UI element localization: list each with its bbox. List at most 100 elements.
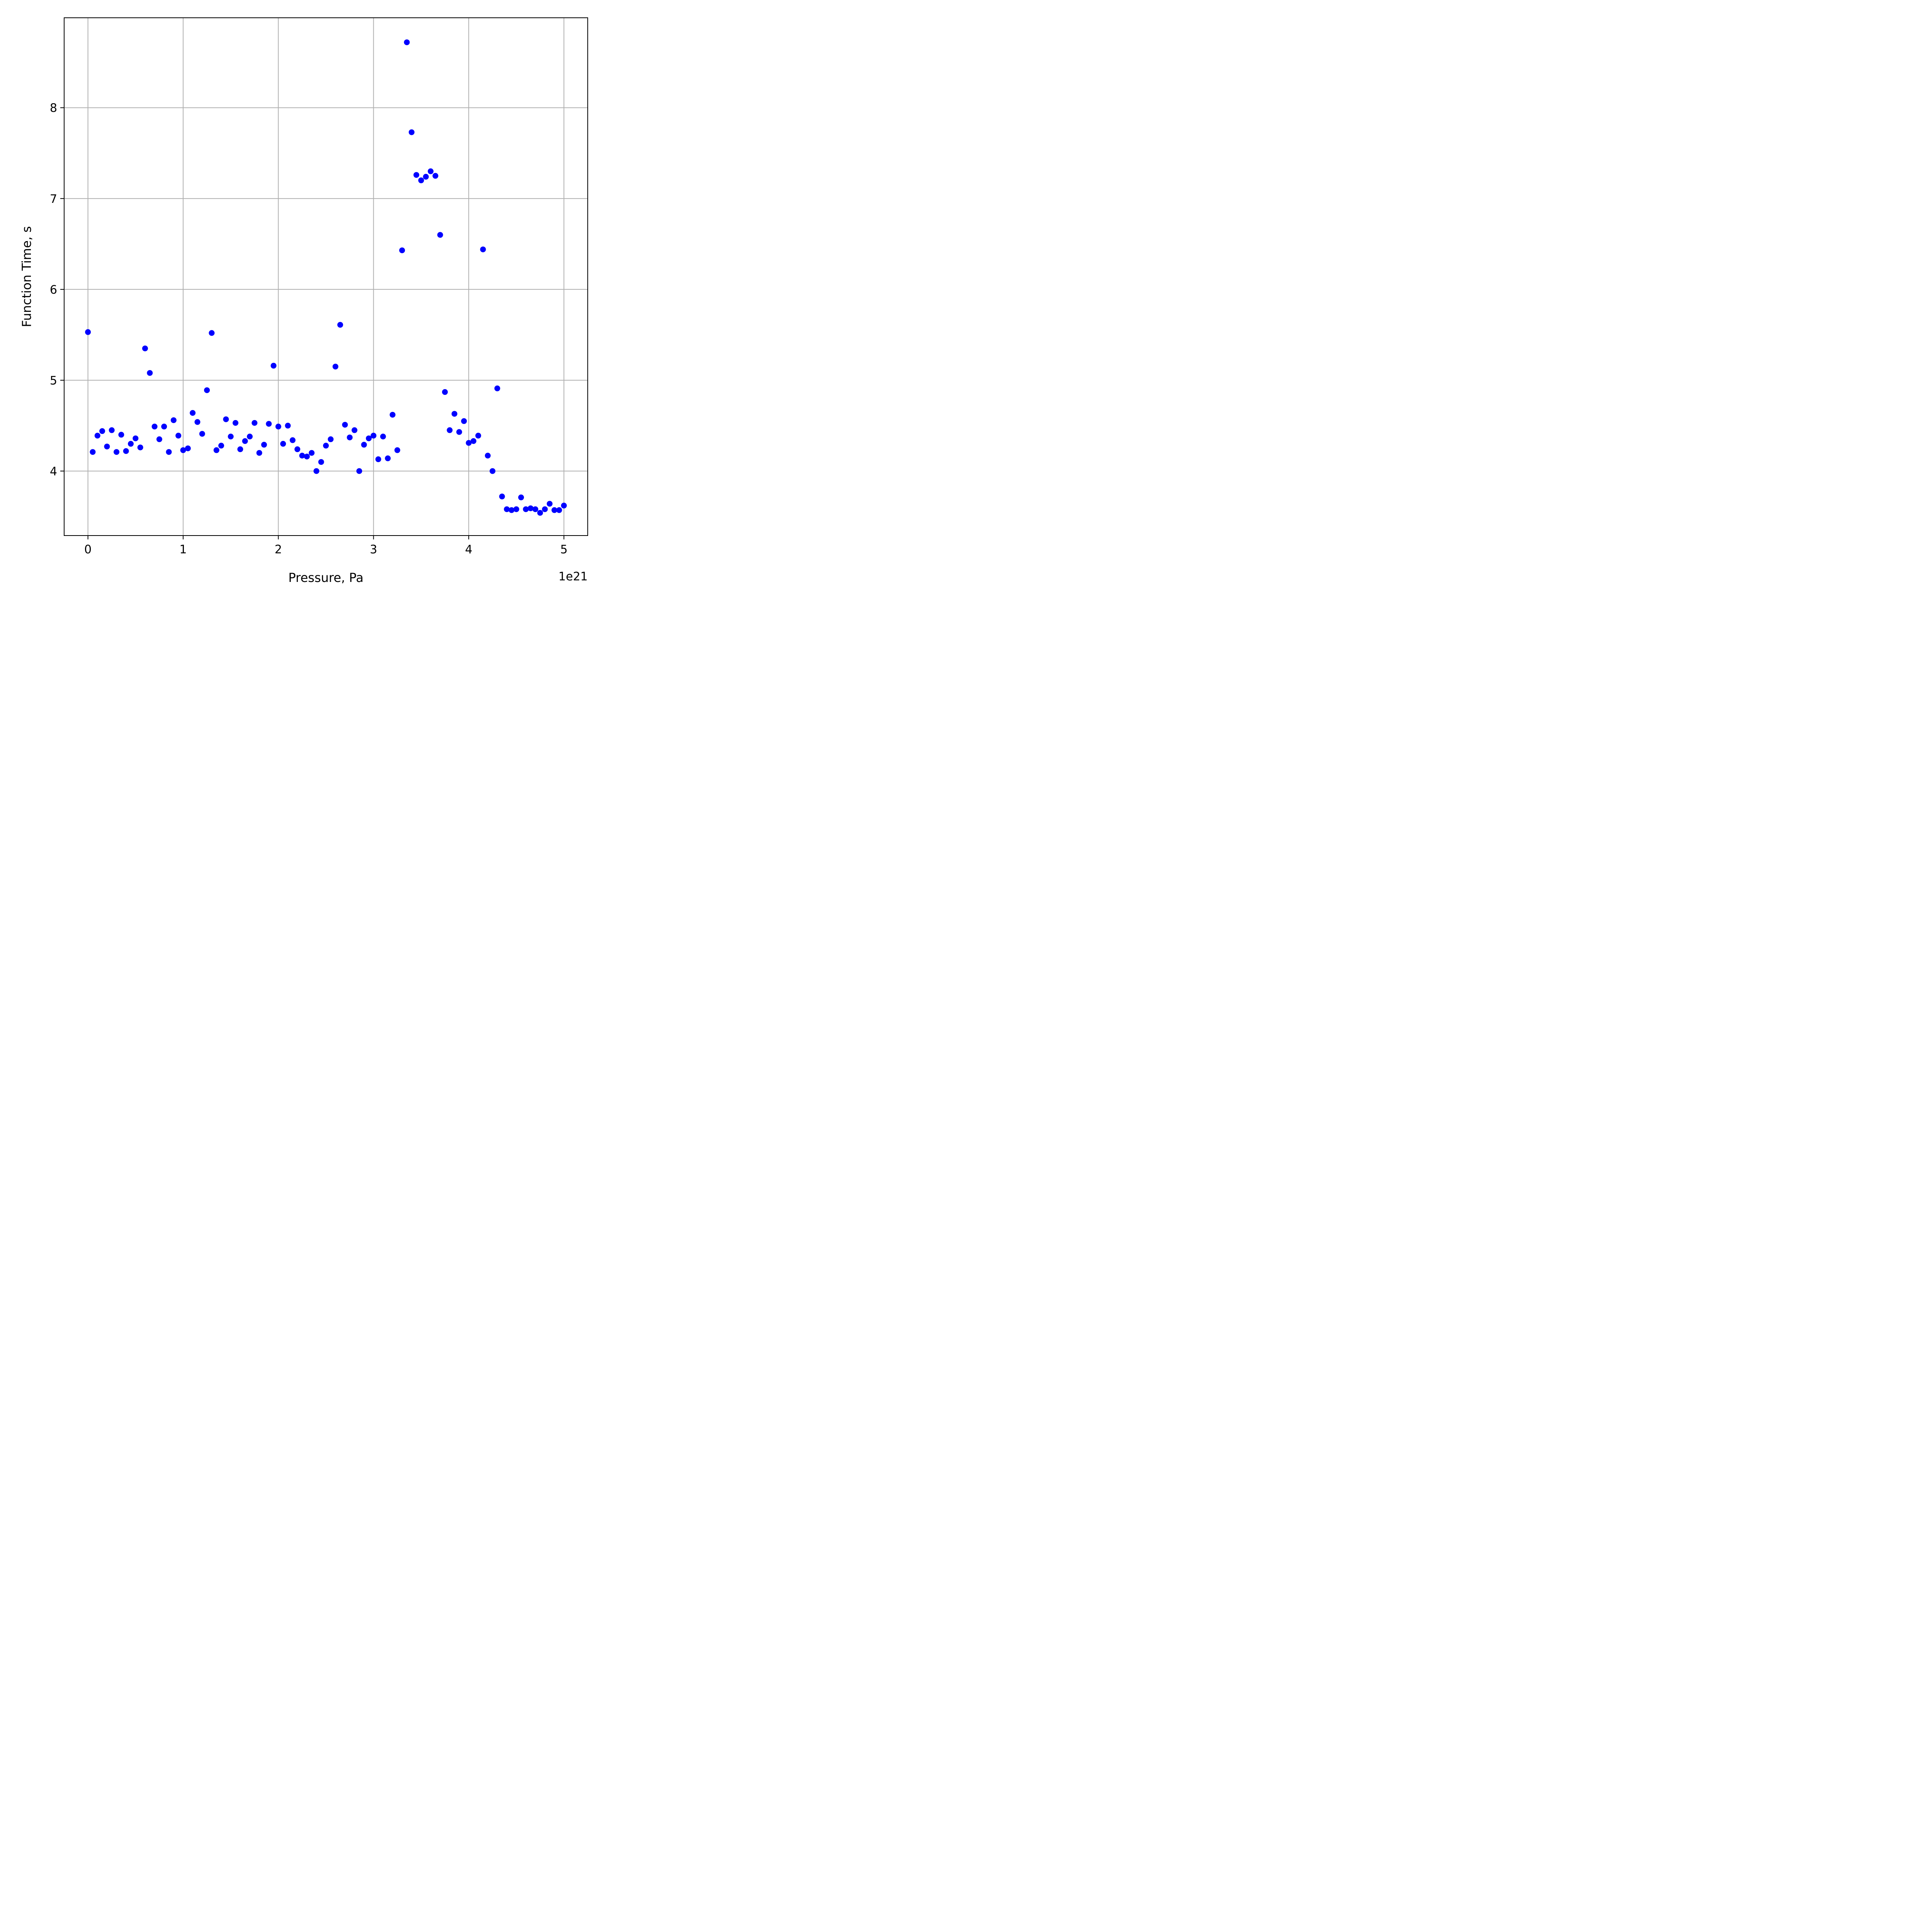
data-point xyxy=(175,432,182,439)
data-point xyxy=(490,468,496,474)
data-point xyxy=(466,440,472,446)
data-point xyxy=(109,427,115,433)
data-point xyxy=(123,448,129,454)
data-point xyxy=(399,247,405,253)
data-point xyxy=(161,423,167,430)
data-point xyxy=(480,246,486,252)
data-point xyxy=(94,432,100,439)
data-point xyxy=(313,468,320,474)
data-point xyxy=(209,330,215,336)
x-axis-label: Pressure, Pa xyxy=(288,570,363,585)
data-point xyxy=(366,435,372,441)
data-point xyxy=(432,173,439,179)
data-point xyxy=(418,177,424,184)
data-point xyxy=(170,417,177,423)
data-point xyxy=(394,447,400,453)
data-point xyxy=(347,434,353,440)
data-point xyxy=(128,441,134,447)
data-point xyxy=(337,322,343,328)
data-point xyxy=(332,364,338,370)
data-point xyxy=(523,506,529,512)
data-point xyxy=(213,447,219,453)
data-point xyxy=(437,232,443,238)
data-point xyxy=(261,442,267,448)
data-point xyxy=(356,468,362,474)
x-tick-label: 3 xyxy=(370,543,377,556)
data-point xyxy=(114,449,119,455)
data-point xyxy=(408,129,415,135)
data-point xyxy=(275,423,281,430)
data-point xyxy=(475,432,481,439)
data-point xyxy=(451,411,457,417)
y-axis-ticks: 4 5 6 7 8 xyxy=(50,102,64,478)
data-point xyxy=(223,416,229,422)
data-point xyxy=(447,427,453,433)
data-point xyxy=(513,506,519,512)
data-point xyxy=(85,329,91,335)
data-point xyxy=(242,438,248,444)
data-point xyxy=(546,501,553,507)
data-point xyxy=(423,173,429,180)
data-points xyxy=(85,39,567,516)
data-point xyxy=(237,446,243,452)
data-point xyxy=(442,389,448,395)
data-point xyxy=(270,362,277,369)
data-point xyxy=(328,436,334,442)
data-point xyxy=(294,446,301,452)
data-point xyxy=(342,422,348,428)
scatter-chart: 0 1 2 3 4 5 4 5 6 7 8 Pressure, Pa Function Time,… xyxy=(0,0,604,604)
data-point xyxy=(280,441,286,447)
x-tick-label: 1 xyxy=(179,543,187,556)
data-point xyxy=(456,429,462,435)
y-tick-label: 7 xyxy=(50,192,57,206)
data-point xyxy=(90,449,96,455)
data-point xyxy=(156,436,162,442)
data-point xyxy=(285,423,291,429)
data-point xyxy=(556,507,562,513)
data-point xyxy=(204,387,210,393)
data-point xyxy=(194,419,201,425)
data-point xyxy=(361,442,367,448)
data-point xyxy=(494,385,500,391)
data-point xyxy=(266,421,272,427)
data-point xyxy=(499,493,505,500)
data-point xyxy=(504,506,510,512)
data-point xyxy=(537,510,543,516)
data-point xyxy=(247,434,253,440)
data-point xyxy=(404,39,410,45)
data-point xyxy=(389,412,396,418)
data-point xyxy=(428,168,434,174)
data-point xyxy=(470,438,476,444)
data-point xyxy=(190,410,196,416)
grid-lines xyxy=(64,18,588,536)
data-point xyxy=(518,494,524,500)
x-tick-label: 2 xyxy=(275,543,282,556)
data-point xyxy=(542,506,548,512)
data-point xyxy=(380,434,386,440)
data-point xyxy=(180,447,186,453)
y-tick-label: 5 xyxy=(50,374,57,388)
data-point xyxy=(151,423,158,430)
y-axis-label: Function Time, s xyxy=(19,226,34,327)
data-point xyxy=(551,507,558,513)
x-tick-label: 0 xyxy=(84,543,92,556)
data-point xyxy=(147,370,153,376)
data-point xyxy=(142,345,148,352)
x-axis-ticks: 0 1 2 3 4 5 xyxy=(84,536,568,556)
x-tick-label: 4 xyxy=(465,543,472,556)
data-point xyxy=(228,434,234,440)
data-point xyxy=(99,428,105,434)
data-point xyxy=(232,420,238,426)
data-point xyxy=(118,432,124,438)
data-point xyxy=(509,507,515,513)
y-tick-label: 8 xyxy=(50,102,57,115)
y-tick-label: 4 xyxy=(50,465,57,478)
data-point xyxy=(351,427,357,433)
x-axis-offset-label: 1e21 xyxy=(558,570,588,583)
data-point xyxy=(137,444,143,451)
data-point xyxy=(199,431,205,437)
data-point xyxy=(133,435,139,441)
data-point xyxy=(385,455,391,461)
data-point xyxy=(485,452,491,459)
data-point xyxy=(318,459,324,465)
